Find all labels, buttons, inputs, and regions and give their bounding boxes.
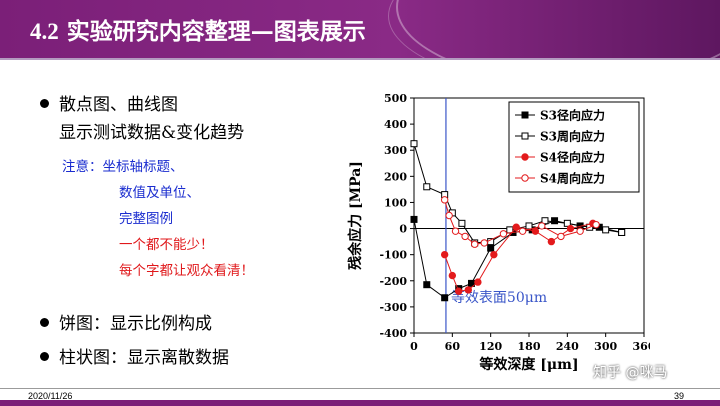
- page-number: 39: [674, 391, 685, 401]
- section-number: 4.2: [30, 19, 59, 44]
- x-tick-label: 240: [556, 340, 579, 353]
- legend-swatch-marker: [521, 174, 529, 182]
- bullet-scatter-line-detail: 显示测试数据&变化趋势: [59, 118, 244, 143]
- note-line-5: 每个字都让观众看清！: [119, 263, 254, 279]
- legend-label: S3径向应力: [540, 108, 605, 123]
- legend-swatch-marker: [521, 153, 529, 161]
- bullet-text: 显示测试数据&变化趋势: [59, 123, 245, 143]
- legend-swatch-marker: [521, 132, 529, 140]
- data-point-series-4: [461, 232, 469, 241]
- x-tick-label: 0: [410, 340, 418, 353]
- slide-title: 4.2 实验研究内容整理—图表展示: [30, 12, 366, 46]
- data-point-series-4: [576, 227, 584, 235]
- data-point-series-2: [563, 219, 571, 227]
- data-point-series-2: [602, 226, 610, 234]
- x-tick-label: 360: [633, 340, 650, 353]
- y-tick-label: 100: [384, 196, 407, 209]
- data-point-series-4: [451, 227, 460, 235]
- y-axis-label: 残余应力 [MPa]: [347, 161, 364, 270]
- data-point-series-4: [518, 227, 527, 235]
- note-line-4: 一个都不能少！: [119, 237, 214, 253]
- data-point-series-4: [480, 239, 488, 247]
- footer-date: 2020/11/26: [28, 391, 73, 401]
- legend-swatch-marker: [521, 111, 529, 119]
- y-tick-label: 500: [384, 92, 407, 105]
- legend-label: S3周向应力: [540, 129, 605, 144]
- note-line-3: 完整图例: [119, 211, 173, 227]
- data-point-series-1: [551, 217, 559, 225]
- bullet-bar: 柱状图：显示离散数据: [40, 343, 229, 368]
- title-divider: [0, 58, 720, 60]
- note-prefix: 注意：: [62, 159, 103, 175]
- data-point-series-2: [458, 219, 466, 227]
- y-tick-label: -300: [379, 301, 407, 314]
- data-point-series-3: [531, 227, 540, 235]
- y-tick-label: 300: [384, 144, 407, 157]
- data-point-series-4: [499, 230, 508, 238]
- data-point-series-1: [423, 281, 431, 289]
- data-point-series-3: [474, 278, 482, 286]
- note-line-2: 数值及单位、: [119, 185, 200, 201]
- y-tick-label: 400: [384, 118, 407, 131]
- title-bar: 4.2 实验研究内容整理—图表展示: [0, 0, 720, 58]
- data-point-series-4: [440, 196, 449, 204]
- x-tick-label: 120: [479, 340, 502, 353]
- data-point-series-2: [410, 140, 418, 148]
- bullet-dot: [40, 352, 49, 361]
- data-point-series-4: [557, 232, 565, 241]
- data-point-series-1: [441, 294, 449, 302]
- data-point-series-2: [541, 217, 549, 225]
- legend-label: S4径向应力: [540, 150, 605, 165]
- data-point-series-3: [490, 250, 498, 259]
- data-point-series-3: [464, 286, 473, 294]
- footer-bar: [0, 400, 720, 406]
- note-text: 坐标轴标题、: [102, 159, 184, 175]
- bullet-scatter-line: 散点图、曲线图: [40, 90, 178, 115]
- data-point-series-3: [547, 237, 556, 246]
- surface-marker-label: 等效表面50μm: [451, 289, 547, 306]
- data-point-series-3: [448, 271, 457, 280]
- x-tick-label: 300: [594, 340, 617, 353]
- data-point-series-2: [618, 228, 626, 236]
- bullet-text: 散点图、曲线图: [59, 95, 178, 115]
- bullet-text: 柱状图：显示离散数据: [59, 348, 229, 368]
- data-point-series-4: [470, 240, 479, 248]
- x-tick-label: 60: [445, 340, 461, 353]
- data-point-series-1: [487, 244, 495, 252]
- data-point-series-3: [440, 250, 449, 259]
- y-tick-label: 200: [384, 170, 407, 183]
- y-tick-label: -100: [379, 249, 407, 262]
- data-point-series-3: [566, 224, 575, 233]
- data-point-series-4: [538, 222, 546, 230]
- watermark: 知乎 @咪马: [593, 365, 668, 381]
- y-tick-label: -200: [379, 275, 407, 288]
- decorative-arc: [388, 0, 720, 58]
- title-text: 实验研究内容整理—图表展示: [66, 18, 366, 45]
- data-point-series-4: [592, 220, 600, 229]
- data-point-series-4: [445, 211, 453, 220]
- data-point-series-2: [525, 222, 533, 230]
- y-tick-label: 0: [399, 223, 407, 236]
- data-point-series-3: [455, 287, 463, 295]
- x-axis-label: 等效深度 [μm]: [479, 356, 578, 373]
- legend-label: S4周向应力: [540, 171, 605, 186]
- bullet-text: 饼图：显示比例构成: [59, 314, 212, 334]
- data-point-series-3: [512, 223, 520, 231]
- data-point-series-2: [423, 183, 431, 191]
- bullet-dot: [40, 318, 49, 327]
- bullet-pie: 饼图：显示比例构成: [40, 309, 212, 334]
- x-tick-label: 180: [518, 340, 541, 353]
- y-tick-label: -400: [379, 327, 407, 340]
- footer-divider: [0, 388, 720, 389]
- note-line-1: 注意：坐标轴标题、: [62, 155, 184, 175]
- bullet-dot: [40, 99, 49, 108]
- legend-box: [508, 101, 640, 193]
- data-point-series-1: [410, 215, 418, 223]
